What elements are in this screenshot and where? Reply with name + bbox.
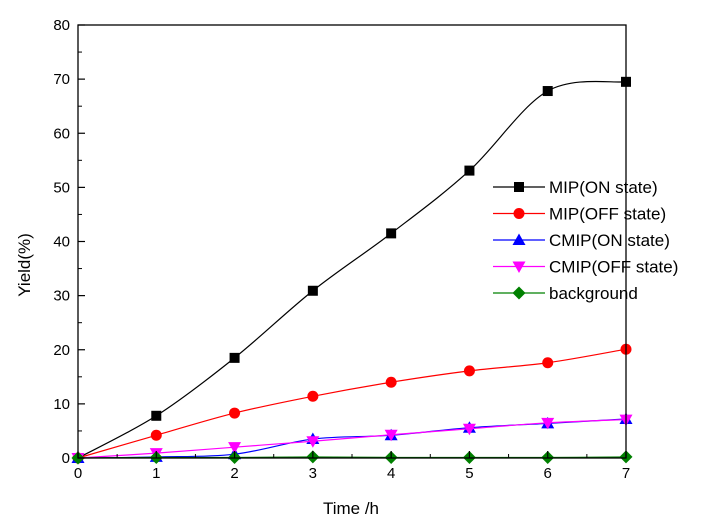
data-point-1-6 <box>542 357 554 369</box>
x-axis-title: Time /h <box>323 499 379 518</box>
data-point-1-2 <box>229 407 241 419</box>
legend-item-0: MIP(ON state) <box>493 178 658 197</box>
legend-marker-3 <box>512 261 526 273</box>
legend-label-1: MIP(OFF state) <box>549 205 666 224</box>
data-point-1-4 <box>385 376 397 388</box>
legend-label-3: CMIP(OFF state) <box>549 258 678 277</box>
x-tick-label: 0 <box>74 465 82 482</box>
data-point-0-5 <box>464 165 475 176</box>
data-point-0-1 <box>151 410 162 421</box>
legend-marker-0 <box>514 182 524 192</box>
legend-item-2: CMIP(ON state) <box>493 231 670 250</box>
y-axis-title: Yield(%) <box>15 233 34 297</box>
legend-item-3: CMIP(OFF state) <box>493 258 678 277</box>
y-tick-label: 10 <box>53 396 70 413</box>
x-tick-label: 4 <box>387 465 395 482</box>
data-point-0-3 <box>307 285 318 296</box>
legend-item-1: MIP(OFF state) <box>493 205 666 224</box>
data-point-0-4 <box>386 228 397 239</box>
legend-marker-4 <box>512 286 526 300</box>
y-tick-label: 60 <box>53 125 70 142</box>
data-point-1-1 <box>150 429 162 441</box>
y-tick-label: 40 <box>53 234 70 251</box>
data-point-0-6 <box>542 86 553 97</box>
y-tick-label: 70 <box>53 71 70 88</box>
y-tick-label: 0 <box>62 450 70 467</box>
data-point-3-2 <box>228 442 242 454</box>
y-tick-label: 30 <box>53 288 70 305</box>
series-0 <box>73 76 631 463</box>
legend-marker-1 <box>513 208 525 219</box>
x-tick-label: 2 <box>230 465 238 482</box>
y-tick-label: 80 <box>53 17 70 34</box>
data-point-3-5 <box>462 423 476 436</box>
data-point-0-2 <box>229 352 240 363</box>
series-line-0 <box>77 80 627 459</box>
legend: MIP(ON state) MIP(OFF state) CMIP(ON state… <box>493 178 678 303</box>
series-line-3 <box>77 418 627 459</box>
x-tick-label: 7 <box>622 465 630 482</box>
x-tick-label: 6 <box>544 465 552 482</box>
data-point-1-3 <box>307 390 319 402</box>
legend-label-2: CMIP(ON state) <box>549 231 670 250</box>
x-tick-label: 1 <box>152 465 160 482</box>
data-point-3-6 <box>541 417 555 430</box>
series-1 <box>72 343 632 464</box>
x-tick-label: 5 <box>465 465 473 482</box>
data-point-3-3 <box>306 436 320 448</box>
legend-item-4: background <box>493 284 638 303</box>
legend-label-0: MIP(ON state) <box>549 178 658 197</box>
y-tick-label: 50 <box>53 179 70 196</box>
data-point-1-5 <box>463 365 475 377</box>
data-point-3-4 <box>384 429 398 442</box>
y-tick-label: 20 <box>53 342 70 359</box>
x-tick-label: 3 <box>309 465 317 482</box>
legend-label-4: background <box>549 284 638 303</box>
legend-marker-2 <box>512 233 526 245</box>
